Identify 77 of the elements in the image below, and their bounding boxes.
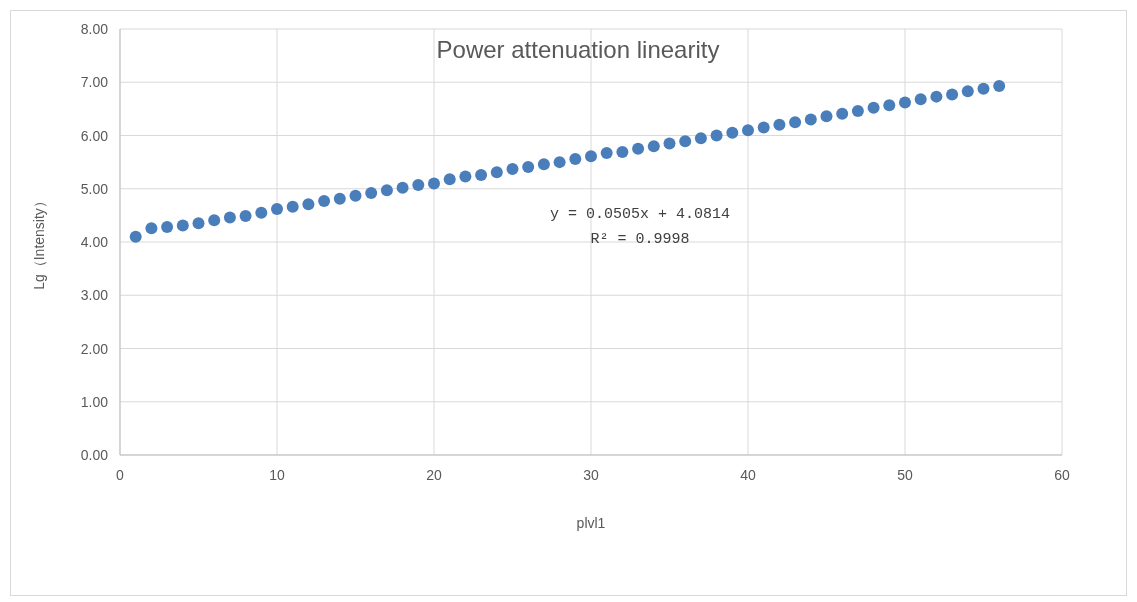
point — [365, 187, 378, 200]
x-tick-label: 0 — [116, 467, 125, 483]
annotation: R² = 0.9998 — [590, 231, 690, 248]
y-tick-label: 1.00 — [80, 393, 109, 410]
y-tick-label: 8.00 — [80, 21, 109, 37]
point — [333, 192, 346, 205]
point — [161, 221, 174, 234]
point — [773, 118, 786, 131]
point — [930, 90, 943, 103]
point — [899, 96, 911, 109]
chart-title: Power attenuation linearity — [436, 36, 720, 63]
point — [192, 217, 205, 230]
point — [946, 88, 959, 101]
x-tick-label: 60 — [1054, 467, 1070, 483]
point — [490, 166, 503, 179]
point — [836, 107, 849, 120]
point — [569, 152, 582, 165]
x-tick-label: 20 — [426, 467, 442, 483]
y-tick-label: 6.00 — [80, 127, 109, 144]
y-tick-label: 3.00 — [80, 287, 109, 304]
point — [726, 126, 739, 139]
point — [961, 85, 974, 98]
point — [349, 189, 362, 202]
point — [286, 200, 299, 213]
point — [537, 158, 550, 171]
point — [522, 160, 535, 173]
point — [176, 219, 189, 232]
point — [223, 211, 236, 224]
point — [867, 101, 880, 114]
y-tick-label: 5.00 — [80, 180, 109, 197]
point — [647, 140, 660, 153]
point — [851, 105, 864, 118]
point — [475, 168, 488, 181]
point — [694, 132, 707, 145]
point — [443, 173, 456, 186]
point — [820, 110, 833, 123]
point — [271, 202, 283, 215]
point — [506, 163, 519, 176]
point — [757, 121, 770, 134]
x-tick-label: 50 — [897, 467, 913, 483]
y-tick-label: 7.00 — [80, 74, 109, 91]
point — [616, 146, 629, 159]
point — [600, 147, 613, 160]
point — [710, 129, 723, 142]
point — [145, 222, 158, 235]
point — [789, 116, 802, 129]
point — [412, 179, 425, 192]
point — [914, 93, 927, 106]
point — [632, 142, 645, 155]
x-tick-label: 40 — [740, 467, 756, 483]
point — [396, 181, 409, 194]
point — [804, 113, 817, 126]
point — [679, 135, 692, 148]
x-tick-label: 10 — [269, 467, 285, 483]
point — [239, 209, 252, 222]
point — [977, 82, 990, 95]
annotation: y = 0.0505x + 4.0814 — [549, 206, 731, 223]
point — [663, 137, 676, 150]
y-tick-label: 2.00 — [80, 340, 109, 357]
x-tick-label: 30 — [583, 467, 599, 483]
point — [428, 177, 440, 190]
point — [553, 156, 566, 169]
point — [883, 99, 896, 112]
point — [129, 230, 142, 243]
point — [742, 124, 754, 137]
point — [208, 214, 221, 227]
point — [459, 170, 472, 183]
point — [318, 195, 331, 207]
point — [302, 198, 315, 211]
y-tick-label: 0.00 — [80, 447, 109, 463]
point — [380, 184, 393, 197]
point — [255, 206, 268, 219]
point — [585, 150, 597, 163]
point — [993, 79, 1006, 92]
y-axis-title: Lg（Intensity） — [31, 194, 47, 290]
y-tick-label: 4.00 — [80, 234, 109, 250]
x-axis-title: plvl1 — [576, 515, 606, 531]
